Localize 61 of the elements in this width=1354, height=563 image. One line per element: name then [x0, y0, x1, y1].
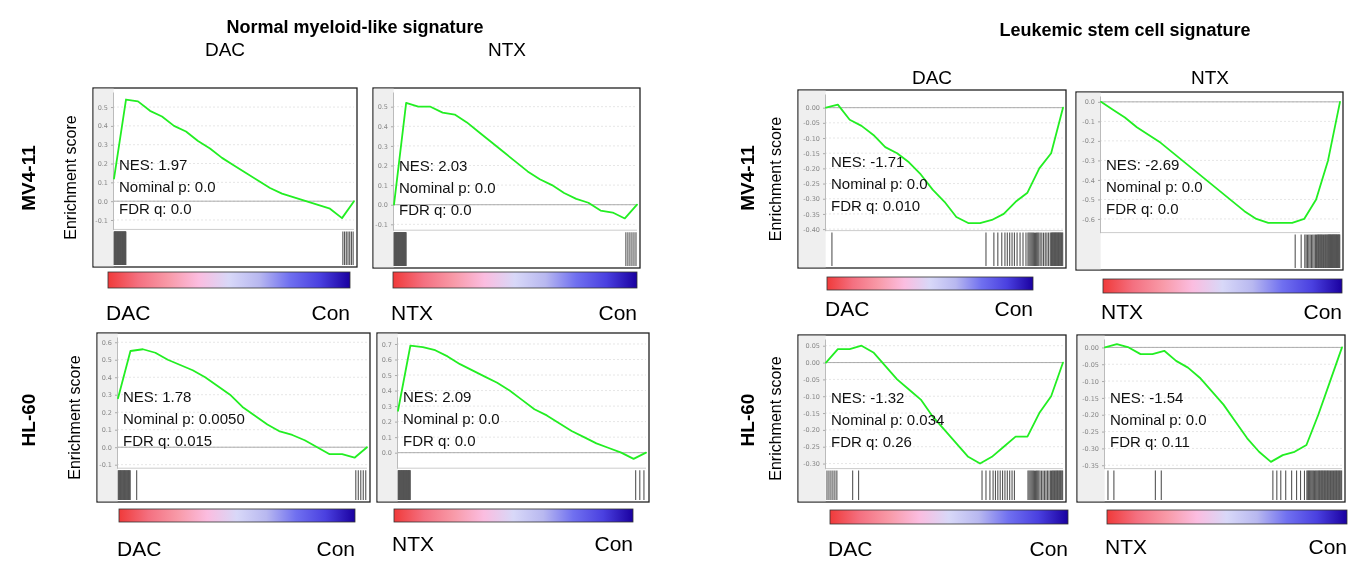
annotation: FDR q: 0.015 [123, 432, 213, 450]
annotation: NES: 1.78 [123, 388, 192, 406]
annotation: FDR q: 0.0 [403, 432, 476, 450]
annotation: NES: -1.71 [831, 152, 905, 170]
chart-title: NTX [488, 39, 527, 60]
chart-title: DAC [204, 39, 246, 60]
annotation: Nominal p: 0.0 [1106, 178, 1203, 196]
y-axis-title: Enrichment score [66, 355, 83, 480]
text: DAC [825, 297, 870, 320]
y-axis-title: Enrichment score [767, 356, 784, 481]
text: Normal myeloid-like signature [226, 17, 484, 37]
chart-title: DAC [911, 67, 953, 88]
text: DAC [117, 537, 162, 560]
text: Con [594, 532, 633, 555]
annotation: Nominal p: 0.0 [119, 178, 216, 196]
text: Con [1029, 537, 1068, 560]
line-series [113, 98, 355, 220]
annotation: FDR q: 0.11 [1110, 433, 1190, 451]
annotation: Nominal p: 0.0 [1110, 411, 1207, 429]
annotation: FDR q: 0.0 [119, 200, 192, 218]
annotation: Nominal p: 0.0 [399, 178, 496, 196]
line-series [1104, 343, 1343, 463]
y-axis-title: Enrichment score [767, 116, 784, 242]
annotation: FDR q: 0.010 [831, 196, 921, 214]
text: MV4-11 [18, 144, 39, 211]
text: Leukemic stem cell signature [999, 20, 1251, 40]
text: Con [311, 301, 350, 324]
annotation: NES: -1.54 [1110, 389, 1184, 407]
text: HL-60 [737, 393, 758, 447]
text: HL-60 [18, 393, 39, 447]
annotation: FDR q: 0.0 [1106, 200, 1179, 218]
text: DAC [828, 537, 873, 560]
text: MV4-11 [737, 144, 758, 211]
text: Con [994, 297, 1033, 320]
annotation: NES: 2.09 [403, 388, 472, 406]
text: NTX [391, 301, 433, 324]
line-series [1100, 100, 1341, 224]
annotation: NES: -2.69 [1106, 156, 1180, 174]
line-series [393, 101, 638, 220]
line-series [825, 103, 1064, 224]
annotation: NES: 2.03 [399, 156, 468, 174]
y-axis-title: Enrichment score [62, 115, 79, 240]
annotation: Nominal p: 0.0 [403, 410, 500, 428]
annotation: NES: 1.97 [119, 156, 188, 174]
chart-title: NTX [1191, 67, 1230, 88]
annotation: Nominal p: 0.0 [831, 174, 928, 192]
annotation: FDR q: 0.26 [831, 433, 912, 451]
text: DAC [106, 301, 151, 324]
line-series [397, 344, 647, 460]
text: NTX [1105, 535, 1147, 558]
text: NTX [1101, 300, 1143, 323]
text: Con [1303, 300, 1342, 323]
annotation: Nominal p: 0.0050 [123, 410, 245, 428]
text: Con [1308, 535, 1347, 558]
line-series [825, 344, 1064, 465]
text: NTX [392, 532, 434, 555]
annotation: FDR q: 0.0 [399, 200, 472, 218]
line-series [117, 348, 368, 459]
annotation: NES: -1.32 [831, 389, 905, 407]
text: Con [316, 537, 355, 560]
text: Con [598, 301, 637, 324]
